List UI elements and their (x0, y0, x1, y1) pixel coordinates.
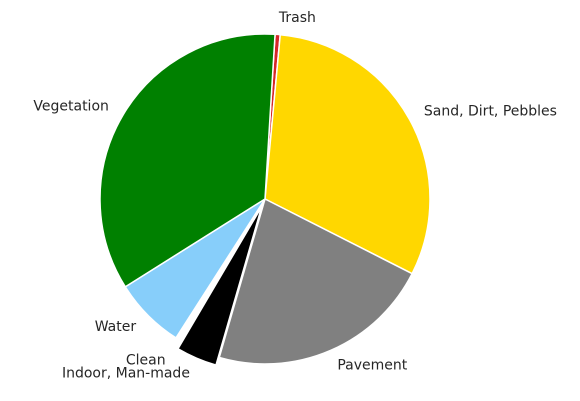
pie-label-clean: Clean (126, 353, 166, 369)
pie-label-indoor-man-made: Indoor, Man-made (62, 365, 190, 381)
labels-layer: Trash Sand, Dirt, Pebbles Pavement Indoor, … (33, 10, 557, 381)
pie-slice-sand-dirt-pebbles (264, 33, 431, 275)
pie-slice-indoor-man-made (177, 205, 263, 366)
pie-label-sand-dirt-pebbles: Sand, Dirt, Pebbles (424, 103, 557, 119)
pie-slice-vegetation (99, 33, 276, 288)
slices-layer (99, 33, 431, 366)
pie-label-water: Water (95, 319, 137, 335)
pie-label-trash: Trash (278, 10, 316, 26)
pie-label-vegetation: Vegetation (33, 98, 109, 114)
pie-slice-pavement (218, 198, 413, 365)
pie-label-pavement: Pavement (337, 357, 407, 373)
